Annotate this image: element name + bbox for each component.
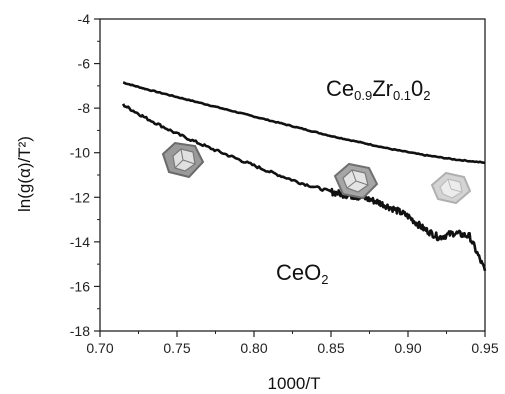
y-tick-label: -8	[78, 100, 91, 116]
crystal-icon-1	[161, 141, 205, 179]
y-axis: -18 -16 -14 -12 -10 -8 -6 -4	[70, 11, 100, 339]
x-axis-title: 1000/T	[268, 374, 321, 393]
series-label-ceo2-zr: Ce0.9Zr0.102	[326, 76, 431, 103]
series-line-ceo2-zr	[122, 81, 485, 164]
crystal-icon-2	[333, 162, 379, 200]
y-tick-label: -6	[78, 56, 91, 72]
y-tick-label: -10	[70, 145, 90, 161]
x-tick-label: 0.85	[317, 340, 344, 356]
x-tick-label: 0.90	[394, 340, 421, 356]
series-label-ceo2: CeO2	[276, 260, 328, 287]
x-tick-label: 0.80	[240, 340, 267, 356]
x-tick-label: 0.70	[86, 340, 113, 356]
crystal-icon-3	[430, 171, 472, 205]
y-tick-label: -4	[78, 11, 91, 27]
y-axis-title: ln(g(α)/T²)	[15, 136, 34, 212]
x-tick-label: 0.75	[163, 340, 190, 356]
y-tick-label: -14	[70, 234, 90, 250]
y-tick-label: -12	[70, 189, 90, 205]
y-tick-label: -18	[70, 323, 90, 339]
x-tick-label: 0.95	[471, 340, 498, 356]
y-tick-label: -16	[70, 278, 90, 294]
series-layer	[121, 81, 487, 272]
x-axis: 0.70 0.75 0.80 0.85 0.90 0.95	[86, 331, 499, 356]
series-line-ceo2	[121, 103, 487, 272]
